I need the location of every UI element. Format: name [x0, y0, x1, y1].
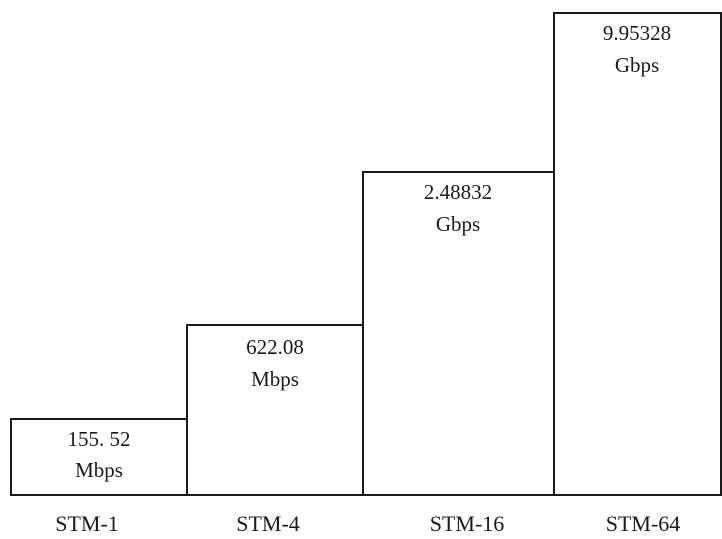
rate-box-stm-16: [362, 171, 555, 496]
level-label-stm-64: STM-64: [606, 511, 681, 536]
rate-unit-stm-16: Gbps: [436, 212, 480, 236]
rate-value-stm-16: 2.48832: [424, 180, 492, 204]
rate-box-stm-1: [10, 418, 188, 496]
level-stm-4: 622.08 Mbps STM-4: [186, 324, 364, 536]
level-stm-64: 9.95328 Gbps STM-64: [553, 12, 722, 536]
rate-unit-stm-1: Mbps: [75, 458, 123, 482]
level-label-stm-16: STM-16: [430, 511, 505, 536]
level-label-stm-1: STM-1: [55, 511, 119, 536]
level-label-stm-4: STM-4: [236, 511, 300, 536]
rate-box-stm-4: [186, 324, 364, 496]
rate-unit-stm-4: Mbps: [251, 367, 299, 391]
rate-value-stm-1: 155. 52: [68, 427, 131, 451]
level-stm-1: 155. 52 Mbps STM-1: [10, 418, 188, 536]
rate-unit-stm-64: Gbps: [615, 53, 659, 77]
rate-value-stm-4: 622.08: [246, 335, 304, 359]
rate-box-stm-64: [553, 12, 722, 496]
rate-value-stm-64: 9.95328: [603, 21, 671, 45]
level-stm-16: 2.48832 Gbps STM-16: [362, 171, 555, 536]
